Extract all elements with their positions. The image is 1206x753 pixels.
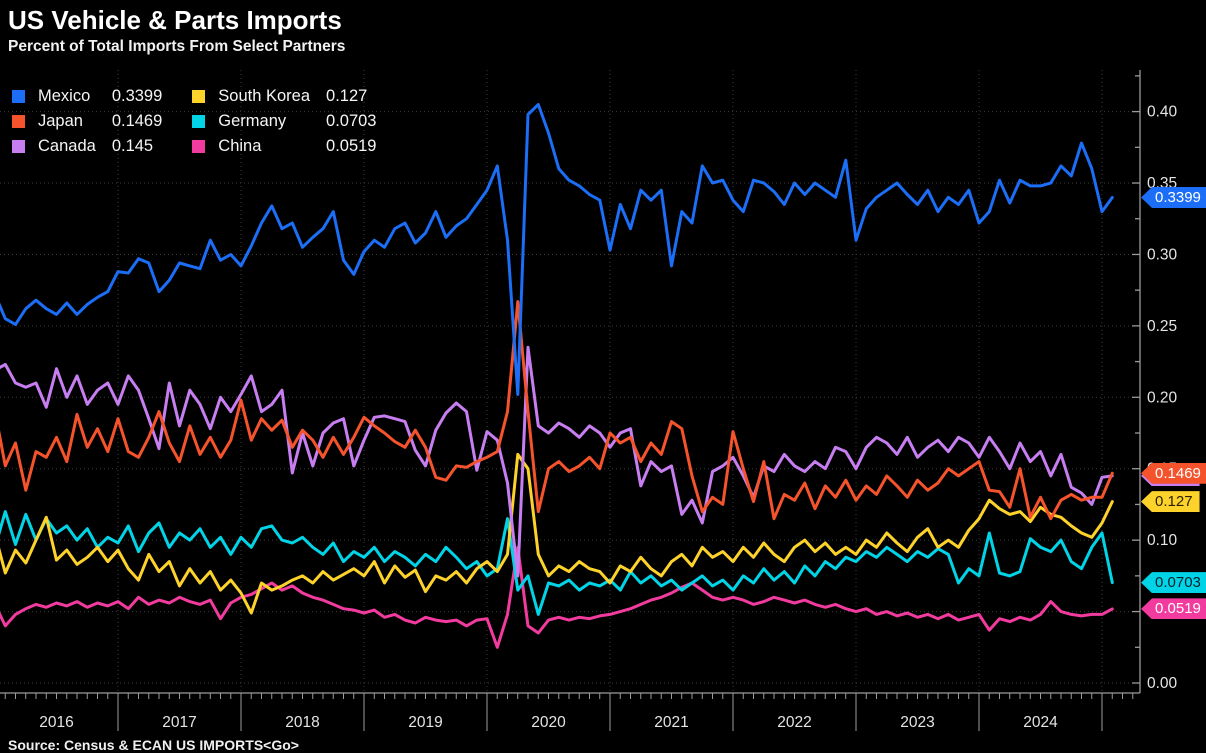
series-line-japan	[0, 300, 1114, 521]
x-axis-year-label: 2020	[531, 714, 566, 731]
value-tag-japan[interactable]: 0.1469	[1141, 462, 1206, 484]
series-line-germany	[0, 510, 1114, 616]
value-tag-china[interactable]: 0.0519	[1141, 598, 1206, 620]
y-axis-label: 0.00	[1147, 675, 1178, 692]
legend-value-germany: 0.0703	[326, 112, 377, 130]
chart-subtitle: Percent of Total Imports From Select Par…	[8, 38, 346, 55]
legend-value-mexico: 0.3399	[111, 87, 163, 105]
legend-label-germany[interactable]: Germany	[218, 112, 287, 130]
legend-value-japan: 0.1469	[111, 112, 163, 130]
x-axis-year-label: 2023	[900, 714, 934, 731]
legend-label-japan[interactable]: Japan	[38, 112, 83, 130]
series-line-canada	[0, 345, 1114, 578]
x-axis-year-label: 2024	[1023, 714, 1058, 731]
legend-swatch-germany	[192, 115, 206, 128]
legend-label-south-korea[interactable]: South Korea	[218, 87, 311, 105]
x-axis-year-label: 2022	[777, 714, 811, 731]
x-axis-year-label: 2019	[408, 714, 442, 731]
chart-legend: Mexico 0.3399 Japan 0.1469 Canada 0.145 …	[12, 84, 376, 159]
x-axis-year-label: 2021	[654, 714, 688, 731]
y-axis-label: 0.25	[1147, 318, 1177, 335]
y-axis-label: 0.30	[1147, 246, 1178, 263]
x-axis-year-label: 2016	[39, 714, 73, 731]
legend-column-2: South Korea 0.127 Germany 0.0703 China 0…	[192, 84, 376, 159]
legend-swatch-china	[192, 140, 206, 153]
legend-value-china: 0.0519	[326, 137, 377, 155]
legend-value-south-korea: 0.127	[326, 87, 368, 105]
legend-swatch-south-korea	[192, 90, 206, 103]
series-line-mexico	[0, 103, 1114, 396]
x-axis-year-label: 2018	[285, 714, 319, 731]
value-tag-mexico[interactable]: 0.3399	[1141, 187, 1206, 208]
legend-label-china[interactable]: China	[218, 137, 262, 155]
legend-label-canada[interactable]: Canada	[38, 137, 96, 155]
value-tag-south-korea[interactable]: 0.127	[1141, 491, 1200, 513]
legend-swatch-mexico	[12, 90, 25, 103]
y-axis-label: 0.10	[1147, 532, 1178, 549]
series-line-china	[0, 545, 1114, 649]
legend-swatch-japan	[12, 115, 25, 128]
x-axis-year-label: 2017	[162, 714, 196, 731]
value-tag-germany[interactable]: 0.0703	[1141, 572, 1206, 594]
page-title: US Vehicle & Parts Imports	[8, 5, 342, 35]
chart-header: US Vehicle & Parts Imports Percent of To…	[8, 5, 345, 56]
y-axis-label: 0.40	[1147, 104, 1178, 121]
legend-value-canada: 0.145	[111, 137, 154, 155]
y-axis-label: 0.20	[1147, 389, 1178, 406]
legend-swatch-canada	[12, 140, 25, 153]
legend-label-mexico[interactable]: Mexico	[38, 87, 91, 105]
series-line-south-korea	[0, 452, 1114, 615]
legend-column-1: Mexico 0.3399 Japan 0.1469 Canada 0.145	[12, 84, 162, 159]
source-line: Source: Census & ECAN US IMPORTS<Go>	[8, 737, 299, 753]
